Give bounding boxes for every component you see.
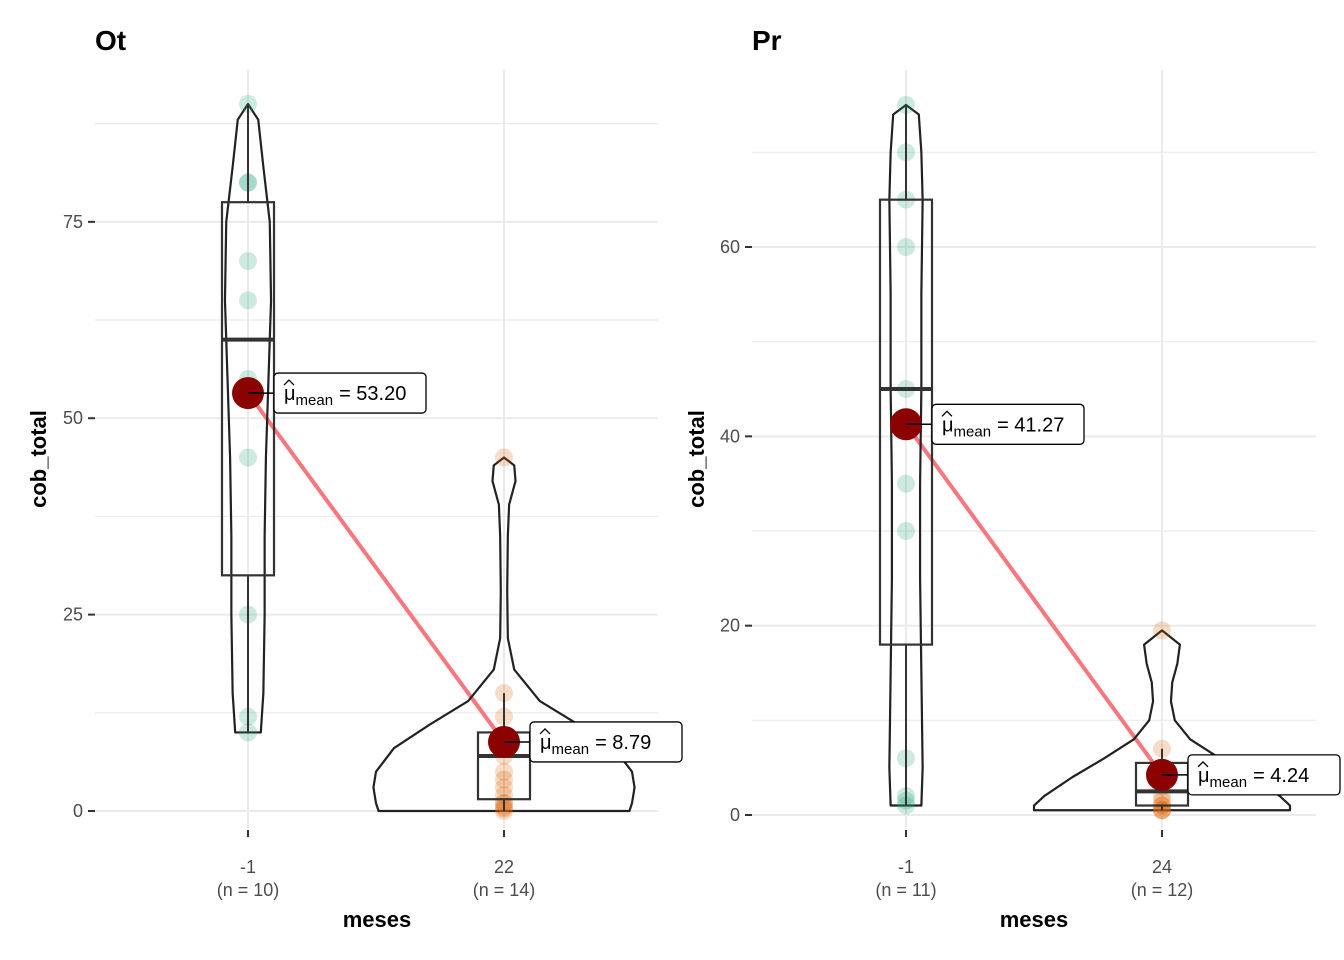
data-point (239, 252, 257, 271)
data-point (897, 522, 915, 540)
mean-label: μmean = 8.79 (540, 732, 651, 758)
x-tick-label: -1 (240, 857, 256, 877)
mean-connector-line (246, 391, 506, 744)
mean-value: = 53.20 (339, 383, 406, 405)
mean-subscript: mean (296, 392, 334, 409)
y-tick-label: 40 (720, 426, 740, 446)
y-tick-label: 60 (720, 237, 740, 257)
mean-hat (941, 410, 953, 417)
mean-subscript: mean (1210, 774, 1248, 791)
y-tick-label: 50 (63, 408, 83, 428)
data-point (495, 778, 513, 797)
y-tick-label: 75 (63, 212, 83, 232)
data-point (897, 474, 915, 493)
mean-label-box (529, 721, 683, 763)
y-tick-label: 20 (720, 616, 740, 636)
data-point (495, 762, 513, 781)
y-axis-title: cob_total (26, 410, 51, 508)
mean-label-box (931, 403, 1085, 445)
mean-value: = 41.27 (997, 414, 1064, 436)
violin-shape (888, 103, 924, 807)
x-axis-title: meses (1000, 907, 1069, 932)
data-point (239, 448, 257, 467)
mean-label-box (273, 372, 427, 414)
data-point (239, 291, 257, 310)
mean-subscript: mean (552, 741, 590, 758)
x-tick-label: 22 (494, 857, 514, 877)
data-point (897, 238, 915, 256)
mean-symbol: μ (942, 414, 954, 436)
y-tick-label: 0 (730, 805, 740, 825)
y-tick-label: 25 (63, 605, 83, 625)
mean-hat (283, 379, 295, 386)
y-tick-label: 0 (73, 801, 83, 821)
mean-hat (1197, 760, 1209, 768)
x-tick-label: -1 (898, 857, 914, 877)
mean-label: μmean = 53.20 (284, 383, 406, 409)
x-tick-label: 24 (1152, 857, 1172, 877)
x-tick-n-label: (n = 12) (1131, 880, 1194, 900)
mean-value: = 4.24 (1253, 765, 1309, 787)
mean-connector-line (904, 423, 1164, 777)
mean-hat (539, 728, 551, 735)
mean-value: = 8.79 (595, 732, 651, 754)
mean-symbol: μ (284, 383, 296, 405)
x-tick-n-label: (n = 11) (875, 880, 936, 900)
y-axis-title: cob_total (684, 410, 709, 508)
mean-label: μmean = 41.27 (942, 414, 1064, 440)
data-point (1153, 621, 1171, 640)
mean-label-box (1187, 754, 1341, 796)
data-point (495, 770, 513, 789)
x-tick-n-label: (n = 10) (217, 880, 280, 900)
data-point (495, 448, 513, 467)
chart-title: Ot (95, 25, 126, 56)
x-tick-n-label: (n = 14) (473, 880, 536, 900)
mean-symbol: μ (540, 732, 552, 754)
mean-subscript: mean (954, 423, 992, 440)
mean-symbol: μ (1198, 765, 1210, 787)
x-axis-title: meses (343, 907, 412, 932)
mean-label: μmean = 4.24 (1198, 765, 1309, 791)
chart-title: Pr (752, 25, 782, 56)
